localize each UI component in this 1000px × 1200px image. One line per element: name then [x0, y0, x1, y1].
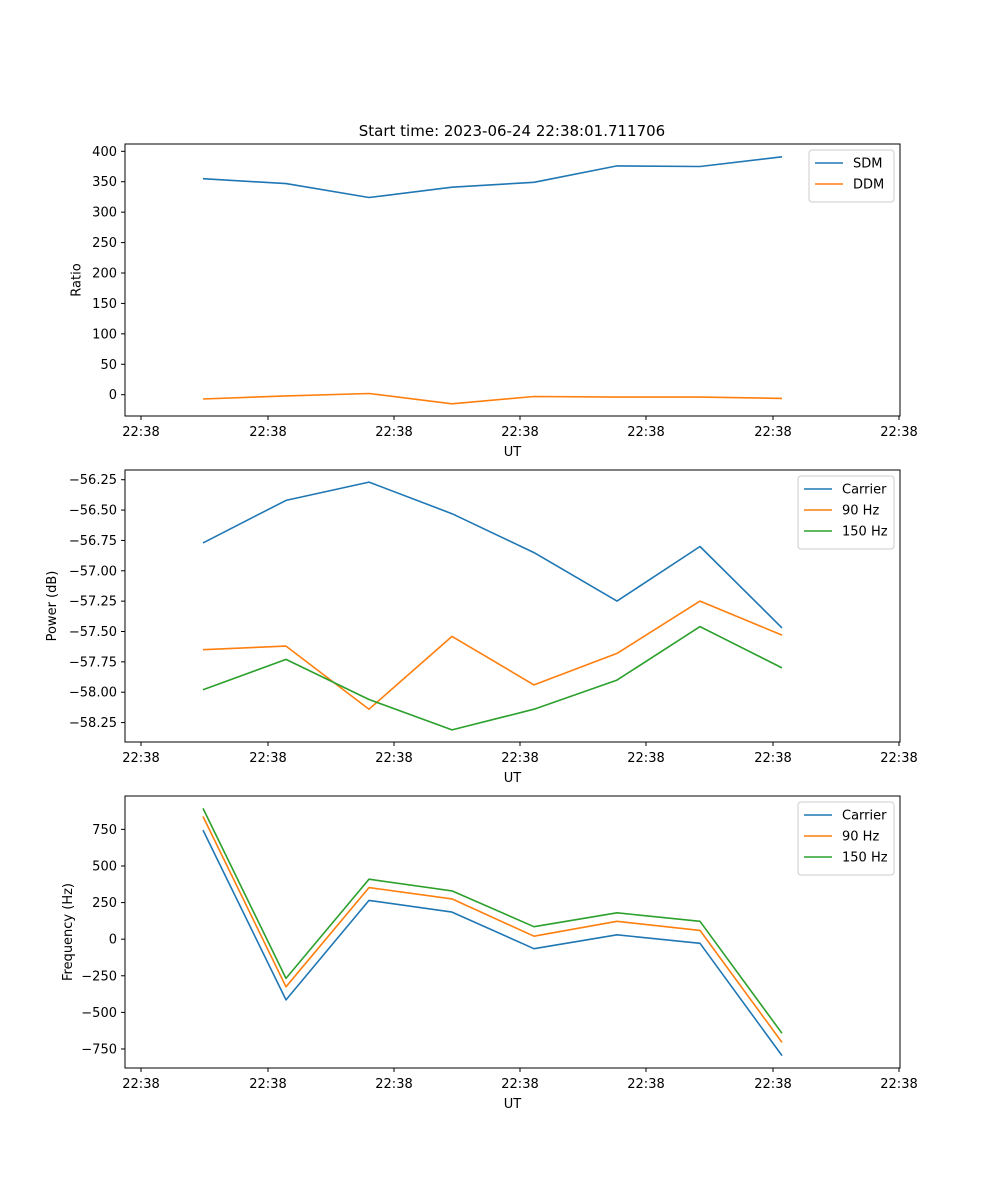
- y-tick-label: −56.75: [69, 534, 117, 549]
- x-axis: 22:38 22:38 22:38 22:38 22:38 22:38 22:38 UT: [122, 742, 918, 786]
- series-line-90-hz: [202, 600, 783, 711]
- y-tick-label: 0: [109, 933, 117, 948]
- x-tick-label: 22:38: [627, 751, 664, 766]
- legend-entry: 90 Hz: [842, 504, 879, 519]
- series-group: [202, 481, 783, 731]
- y-tick-label: −250: [81, 969, 117, 984]
- legend-entry: 90 Hz: [842, 830, 879, 845]
- series-line-ddm: [202, 392, 783, 405]
- series-line-sdm: [202, 156, 783, 199]
- legend-entry: 150 Hz: [842, 525, 888, 540]
- y-axis: 0 50 100 150 200 250 300 350 400 Ratio: [69, 145, 125, 403]
- x-tick-label: 22:38: [501, 425, 538, 440]
- x-axis: 22:38 22:38 22:38 22:38 22:38 22:38 22:38 UT: [122, 416, 918, 460]
- x-tick-label: 22:38: [501, 1077, 538, 1092]
- legend-entry: 150 Hz: [842, 851, 888, 866]
- series-group: [202, 156, 783, 405]
- y-tick-label: 0: [109, 388, 117, 403]
- figure-title: Start time: 2023-06-24 22:38:01.711706: [359, 122, 665, 140]
- y-axis: −58.25 −58.00 −57.75 −57.50 −57.25 −57.00 −56.…: [45, 473, 125, 731]
- legend: Carrier 90 Hz 150 Hz: [797, 475, 895, 550]
- legend: SDM DDM: [808, 149, 895, 203]
- x-axis-label: UT: [504, 771, 522, 786]
- x-tick-label: 22:38: [627, 1077, 664, 1092]
- series-group: [202, 808, 783, 1057]
- x-tick-label: 22:38: [249, 425, 286, 440]
- x-axis-label: UT: [504, 1097, 522, 1112]
- x-tick-label: 22:38: [880, 425, 917, 440]
- y-tick-label: −500: [81, 1006, 117, 1021]
- x-tick-label: 22:38: [122, 1077, 159, 1092]
- x-tick-label: 22:38: [754, 425, 791, 440]
- y-tick-label: 300: [92, 206, 117, 221]
- x-tick-label: 22:38: [501, 751, 538, 766]
- plot-area: [124, 469, 901, 743]
- x-tick-label: 22:38: [249, 751, 286, 766]
- plot-area: [124, 143, 901, 417]
- y-tick-label: 200: [92, 267, 117, 282]
- y-tick-label: 500: [92, 859, 117, 874]
- panel-1: 22:38 22:38 22:38 22:38 22:38 22:38 22:38 UT 0 50…: [69, 143, 918, 460]
- series-line-carrier: [202, 481, 783, 629]
- y-tick-label: 100: [92, 327, 117, 342]
- x-tick-label: 22:38: [880, 751, 917, 766]
- y-tick-label: −57.25: [69, 595, 117, 610]
- panel-2: 22:38 22:38 22:38 22:38 22:38 22:38 22:38 UT −58…: [45, 469, 918, 786]
- y-tick-label: 400: [92, 145, 117, 160]
- legend: Carrier 90 Hz 150 Hz: [797, 801, 895, 876]
- y-axis: −750 −500 −250 0 250 500 750 Frequency (Hz): [61, 823, 125, 1057]
- x-tick-label: 22:38: [375, 751, 412, 766]
- x-tick-label: 22:38: [122, 425, 159, 440]
- y-tick-label: 250: [92, 236, 117, 251]
- y-tick-label: −56.50: [69, 504, 117, 519]
- y-axis-label: Ratio: [69, 263, 84, 296]
- legend-entry: SDM: [853, 157, 882, 172]
- y-tick-label: −58.25: [69, 716, 117, 731]
- legend-entry: Carrier: [842, 809, 887, 824]
- plot-area: [124, 795, 901, 1069]
- y-tick-label: 50: [100, 358, 117, 373]
- series-line-150-hz: [202, 808, 783, 1034]
- x-tick-label: 22:38: [249, 1077, 286, 1092]
- y-axis-label: Frequency (Hz): [61, 883, 76, 981]
- y-tick-label: −57.50: [69, 625, 117, 640]
- series-line-90-hz: [202, 816, 783, 1043]
- y-tick-label: −56.25: [69, 473, 117, 488]
- series-line-carrier: [202, 829, 783, 1057]
- series-line-150-hz: [202, 625, 783, 731]
- panels: 22:38 22:38 22:38 22:38 22:38 22:38 22:38 UT 0 50…: [45, 143, 918, 1112]
- x-tick-label: 22:38: [122, 751, 159, 766]
- x-tick-label: 22:38: [627, 425, 664, 440]
- panel-3: 22:38 22:38 22:38 22:38 22:38 22:38 22:38 UT −75…: [61, 795, 918, 1112]
- y-tick-label: 350: [92, 175, 117, 190]
- y-tick-label: −57.00: [69, 564, 117, 579]
- x-tick-label: 22:38: [754, 751, 791, 766]
- y-tick-label: −58.00: [69, 686, 117, 701]
- legend-entry: Carrier: [842, 483, 887, 498]
- y-tick-label: 150: [92, 297, 117, 312]
- y-tick-label: 750: [92, 823, 117, 838]
- x-axis: 22:38 22:38 22:38 22:38 22:38 22:38 22:38 UT: [122, 1068, 918, 1112]
- x-tick-label: 22:38: [375, 425, 412, 440]
- x-tick-label: 22:38: [375, 1077, 412, 1092]
- x-tick-label: 22:38: [754, 1077, 791, 1092]
- x-axis-label: UT: [504, 445, 522, 460]
- x-tick-label: 22:38: [880, 1077, 917, 1092]
- legend-entry: DDM: [853, 178, 884, 193]
- y-axis-label: Power (dB): [45, 571, 60, 642]
- y-tick-label: −57.75: [69, 655, 117, 670]
- y-tick-label: −750: [81, 1042, 117, 1057]
- y-tick-label: 250: [92, 896, 117, 911]
